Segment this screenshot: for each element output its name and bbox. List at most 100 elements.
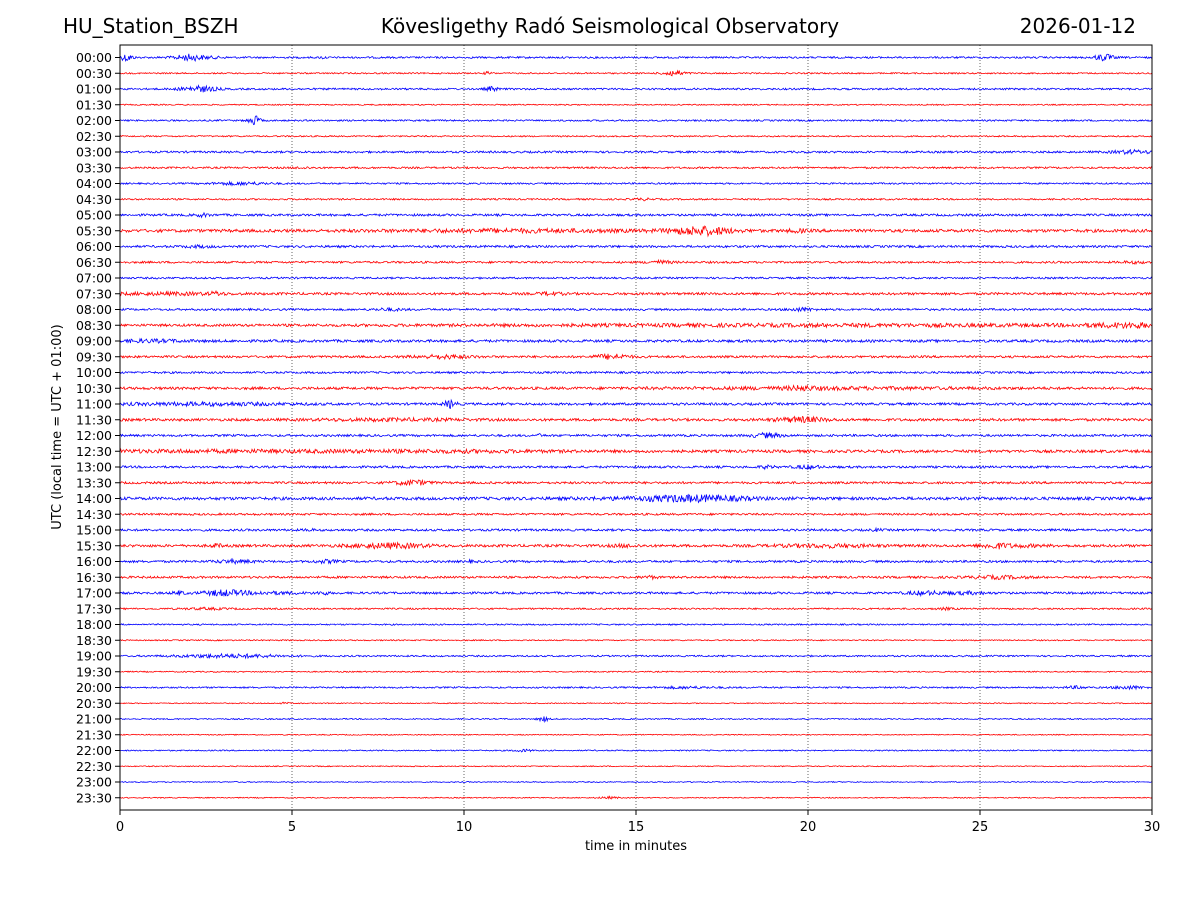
- chart-title: Kövesligethy Radó Seismological Observat…: [380, 14, 840, 38]
- station-name: HU_Station_BSZH: [63, 14, 239, 38]
- y-tick-label: 11:00: [76, 397, 112, 412]
- y-axis-label: UTC (local time = UTC + 01:00): [50, 324, 65, 529]
- trace-1800: [119, 623, 1153, 626]
- y-tick-label: 20:00: [76, 680, 112, 695]
- y-tick-label: 14:30: [76, 507, 112, 522]
- y-tick-label: 02:00: [76, 113, 112, 128]
- y-tick-label: 04:00: [76, 176, 112, 191]
- trace-2100: [119, 715, 1153, 724]
- trace-0100: [119, 84, 1153, 93]
- trace-0400: [119, 180, 1153, 187]
- trace-0330: [119, 165, 1153, 170]
- trace-1130: [119, 415, 1153, 424]
- x-tick-label: 5: [288, 820, 296, 835]
- y-tick-label: 11:30: [76, 412, 112, 427]
- y-tick-label: 13:00: [76, 460, 112, 475]
- y-tick-label: 17:00: [76, 586, 112, 601]
- trace-1530: [119, 541, 1153, 551]
- trace-0730: [119, 290, 1153, 298]
- trace-1030: [119, 384, 1153, 392]
- y-tick-label: 22:00: [76, 743, 112, 758]
- y-tick-label: 01:30: [76, 97, 112, 112]
- trace-0700: [119, 276, 1153, 280]
- trace-1330: [119, 478, 1153, 487]
- y-tick-label: 17:30: [76, 601, 112, 616]
- trace-1400: [119, 493, 1153, 504]
- y-tick-label: 10:30: [76, 381, 112, 396]
- y-tick-label: 00:30: [76, 66, 112, 81]
- trace-1300: [119, 463, 1153, 471]
- y-tick-label: 10:00: [76, 365, 112, 380]
- y-tick-label: 21:00: [76, 712, 112, 727]
- trace-1730: [119, 606, 1153, 612]
- y-tick-label: 09:30: [76, 349, 112, 364]
- trace-0030: [119, 69, 1153, 77]
- trace-2130: [119, 733, 1153, 736]
- y-tick-label: 20:30: [76, 696, 112, 711]
- y-tick-label: 07:00: [76, 271, 112, 286]
- trace-0000: [119, 53, 1153, 62]
- y-tick-label: 15:30: [76, 538, 112, 553]
- trace-2030: [119, 701, 1153, 705]
- trace-0600: [119, 243, 1153, 250]
- y-tick-label: 18:30: [76, 633, 112, 648]
- y-tick-label: 12:30: [76, 444, 112, 459]
- y-tick-label: 18:00: [76, 617, 112, 632]
- trace-1230: [119, 447, 1153, 455]
- trace-2300: [119, 780, 1153, 784]
- y-tick-label: 19:00: [76, 649, 112, 664]
- trace-2230: [119, 765, 1153, 768]
- trace-1500: [119, 526, 1153, 533]
- y-tick-label: 03:00: [76, 145, 112, 160]
- trace-2330: [119, 795, 1153, 800]
- seismogram-traces: [119, 53, 1153, 800]
- x-tick-label: 20: [800, 820, 817, 835]
- x-tick-label: 15: [628, 820, 645, 835]
- y-tick-label: 23:00: [76, 775, 112, 790]
- y-tick-label: 03:30: [76, 160, 112, 175]
- y-tick-label: 16:00: [76, 554, 112, 569]
- x-tick-label: 10: [456, 820, 473, 835]
- y-tick-label: 06:30: [76, 255, 112, 270]
- y-tick-label: 08:00: [76, 302, 112, 317]
- trace-0300: [119, 148, 1153, 156]
- trace-0500: [119, 211, 1153, 219]
- x-tick-label: 0: [116, 820, 124, 835]
- y-tick-label: 13:30: [76, 475, 112, 490]
- trace-2200: [119, 748, 1153, 753]
- trace-0430: [119, 197, 1153, 202]
- trace-1600: [119, 557, 1153, 566]
- x-axis-label: time in minutes: [585, 839, 687, 854]
- trace-0830: [119, 321, 1153, 330]
- y-tick-label: 09:00: [76, 334, 112, 349]
- trace-0200: [119, 115, 1153, 126]
- y-tick-label: 04:30: [76, 192, 112, 207]
- x-axis-ticks: 0 5 10 15 20 25 30: [116, 810, 1160, 835]
- trace-1200: [119, 431, 1153, 439]
- trace-0900: [119, 337, 1153, 345]
- y-tick-label: 06:00: [76, 239, 112, 254]
- y-tick-label: 21:30: [76, 727, 112, 742]
- y-tick-label: 22:30: [76, 759, 112, 774]
- y-tick-label: 02:30: [76, 129, 112, 144]
- trace-1930: [119, 670, 1153, 674]
- trace-1830: [119, 638, 1153, 642]
- trace-1100: [119, 398, 1153, 410]
- trace-2000: [119, 684, 1153, 691]
- trace-1630: [119, 573, 1153, 581]
- y-tick-label: 05:00: [76, 208, 112, 223]
- plot-frame: [119, 44, 1153, 811]
- y-tick-label: 05:30: [76, 223, 112, 238]
- trace-0800: [119, 306, 1153, 313]
- trace-0930: [119, 352, 1153, 361]
- y-tick-labels: 00:0000:3001:0001:3002:0002:3003:0003:30…: [76, 50, 120, 805]
- trace-1900: [119, 652, 1153, 660]
- x-tick-label: 25: [972, 820, 989, 835]
- y-tick-label: 12:00: [76, 428, 112, 443]
- chart-date: 2026-01-12: [1019, 14, 1136, 38]
- trace-0130: [119, 103, 1153, 107]
- y-tick-label: 01:00: [76, 82, 112, 97]
- y-tick-label: 15:00: [76, 523, 112, 538]
- y-tick-label: 19:30: [76, 664, 112, 679]
